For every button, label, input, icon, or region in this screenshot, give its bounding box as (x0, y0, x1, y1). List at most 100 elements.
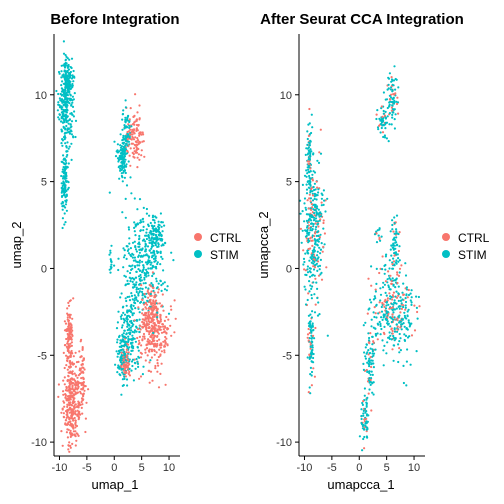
scatter-point (308, 337, 311, 340)
scatter-point (130, 133, 133, 136)
scatter-point (310, 219, 313, 222)
scatter-point (64, 131, 67, 134)
scatter-point (397, 299, 400, 302)
scatter-point (160, 244, 163, 247)
scatter-point (391, 277, 394, 280)
scatter-point (378, 227, 381, 230)
scatter-point (69, 435, 72, 438)
scatter-point (387, 303, 390, 306)
scatter-point (72, 355, 75, 358)
scatter-point (77, 418, 80, 421)
scatter-point (376, 332, 379, 335)
x-tick-label: 10 (408, 462, 420, 474)
scatter-point (123, 254, 126, 257)
scatter-point (383, 272, 386, 275)
scatter-point (129, 326, 132, 329)
scatter-point (69, 388, 72, 391)
scatter-point (386, 106, 389, 110)
scatter-point (317, 225, 320, 228)
scatter-point (126, 329, 129, 332)
scatter-point (147, 340, 150, 343)
scatter-point (393, 232, 396, 235)
scatter-point (394, 241, 397, 244)
scatter-point (151, 271, 154, 274)
scatter-point (132, 128, 136, 131)
scatter-point (124, 106, 127, 109)
scatter-point (81, 362, 84, 365)
scatter-point (309, 139, 312, 142)
scatter-point (152, 249, 155, 252)
scatter-point (61, 444, 64, 447)
scatter-point (404, 297, 407, 300)
scatter-point (128, 327, 131, 330)
scatter-point (68, 411, 71, 414)
scatter-point (313, 274, 316, 277)
scatter-point (374, 312, 377, 315)
scatter-point (70, 392, 74, 395)
scatter-point (153, 291, 156, 294)
scatter-point (126, 354, 129, 357)
scatter-point (384, 117, 387, 120)
scatter-point (81, 412, 84, 415)
scatter-point (373, 306, 376, 309)
scatter-point (396, 317, 399, 320)
scatter-point (309, 215, 312, 218)
scatter-point (364, 407, 367, 410)
scatter-point (160, 362, 163, 365)
scatter-point (371, 382, 374, 385)
scatter-point (393, 330, 397, 333)
scatter-point (157, 243, 160, 246)
scatter-point (117, 352, 120, 355)
scatter-point (313, 250, 316, 253)
scatter-point (65, 120, 68, 124)
scatter-point (136, 111, 139, 114)
scatter-point (152, 306, 155, 309)
scatter-point (299, 212, 302, 215)
scatter-point (304, 269, 307, 272)
scatter-point (62, 351, 65, 354)
scatter-point (160, 284, 163, 287)
scatter-point (129, 305, 132, 308)
scatter-point (121, 180, 124, 183)
scatter-point (71, 84, 74, 87)
scatter-point (150, 356, 153, 359)
scatter-point (70, 57, 74, 60)
scatter-point (130, 349, 133, 352)
scatter-point (61, 217, 64, 220)
scatter-point (129, 253, 132, 256)
scatter-point (118, 150, 121, 153)
scatter-point (396, 325, 399, 328)
scatter-point (304, 288, 307, 291)
scatter-point (410, 289, 413, 292)
scatter-point (125, 142, 128, 145)
scatter-point (366, 436, 369, 439)
scatter-point (307, 168, 310, 171)
scatter-point (374, 288, 377, 291)
scatter-point (119, 146, 123, 149)
scatter-point (150, 233, 153, 236)
scatter-point (152, 302, 155, 305)
y-tick-label: 10 (35, 90, 47, 102)
scatter-point (309, 313, 312, 316)
scatter-point (138, 335, 141, 338)
scatter-point (368, 298, 372, 301)
scatter-point (318, 264, 322, 267)
scatter-point (320, 215, 323, 218)
scatter-point (376, 338, 379, 341)
scatter-point (158, 344, 161, 347)
scatter-point (312, 152, 315, 155)
scatter-point (326, 197, 329, 200)
scatter-point (66, 379, 69, 382)
scatter-point (391, 89, 394, 92)
scatter-point (309, 222, 313, 225)
scatter-point (323, 199, 326, 202)
scatter-point (142, 254, 145, 257)
scatter-point (396, 319, 399, 322)
scatter-point (364, 357, 367, 360)
scatter-point (144, 286, 147, 289)
scatter-point (145, 347, 149, 350)
scatter-point (376, 322, 379, 325)
scatter-point (395, 236, 398, 239)
scatter-point (141, 217, 145, 220)
scatter-point (384, 307, 388, 310)
